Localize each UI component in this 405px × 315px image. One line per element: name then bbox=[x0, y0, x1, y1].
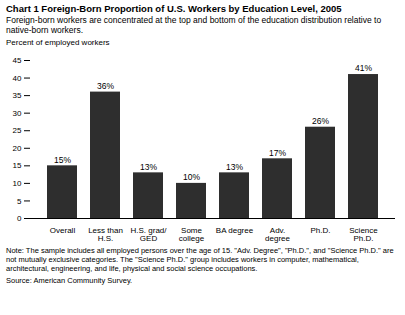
svg-text:30: 30 bbox=[13, 109, 22, 118]
svg-text:13%: 13% bbox=[226, 162, 243, 172]
svg-text:BA degree: BA degree bbox=[216, 226, 254, 235]
html-text:Note: The sample includes all: Note: The sample includes all employed p… bbox=[6, 246, 394, 273]
svg-text:10: 10 bbox=[13, 179, 22, 188]
svg-text:H.S. grad/GED: H.S. grad/GED bbox=[130, 226, 167, 243]
html-text:Foreign-born workers are conce: Foreign-born workers are concentrated at… bbox=[6, 15, 382, 35]
svg-text:5: 5 bbox=[17, 197, 22, 206]
svg-text:40: 40 bbox=[13, 74, 22, 83]
svg-text:26%: 26% bbox=[312, 116, 329, 126]
svg-text:Adv.degree: Adv.degree bbox=[265, 226, 290, 243]
svg-text:13%: 13% bbox=[140, 162, 157, 172]
html-text:Chart 1 Foreign-Born Proportio: Chart 1 Foreign-Born Proportion of U.S. … bbox=[6, 3, 342, 14]
svg-text:Overall: Overall bbox=[50, 226, 76, 235]
svg-text:15: 15 bbox=[13, 161, 22, 170]
html-text:Percent of employed workers: Percent of employed workers bbox=[6, 38, 110, 47]
svg-text:Less thanH.S.: Less thanH.S. bbox=[88, 226, 123, 243]
svg-text:36%: 36% bbox=[97, 81, 114, 91]
svg-text:45: 45 bbox=[13, 56, 22, 65]
svg-text:Ph.D.: Ph.D. bbox=[310, 226, 330, 235]
svg-text:Somecollege: Somecollege bbox=[179, 226, 205, 243]
html-text:Source: American Community Sur: Source: American Community Survey. bbox=[6, 276, 133, 285]
svg-text:15%: 15% bbox=[54, 155, 71, 165]
svg-text:35: 35 bbox=[13, 91, 22, 100]
svg-text:20: 20 bbox=[13, 144, 22, 153]
svg-text:41%: 41% bbox=[355, 63, 372, 73]
svg-text:25: 25 bbox=[13, 126, 22, 135]
svg-text:17%: 17% bbox=[269, 148, 286, 158]
svg-text:10%: 10% bbox=[183, 172, 200, 182]
svg-text:0: 0 bbox=[17, 214, 22, 223]
svg-text:SciencePh.D.: SciencePh.D. bbox=[349, 226, 378, 243]
